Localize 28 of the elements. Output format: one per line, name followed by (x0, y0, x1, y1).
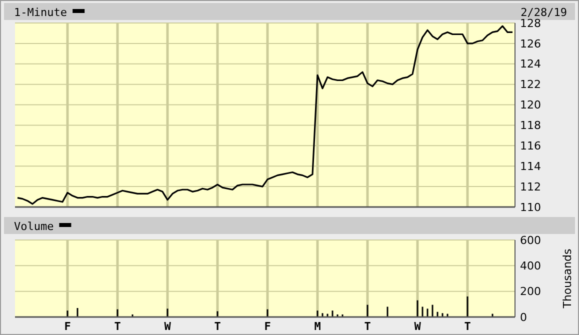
y-tick-label: 128 (520, 16, 541, 30)
y-axis-title: Thousands (561, 248, 574, 310)
y-tick-label: 120 (520, 98, 541, 112)
y-tick-label: 116 (520, 140, 541, 153)
chart-title: Volume (14, 220, 54, 233)
x-tick-label: F (264, 320, 271, 333)
x-tick-label: T (364, 320, 372, 333)
y-tick-label: 200 (520, 285, 541, 298)
y-tick-label: 118 (520, 119, 541, 132)
x-tick-label: T (464, 320, 472, 333)
x-tick-label: W (414, 320, 422, 333)
y-tick-label: 122 (520, 78, 541, 92)
y-tick-label: 114 (520, 160, 541, 173)
x-tick-label: F (64, 320, 71, 333)
x-tick-label: W (164, 320, 172, 333)
y-tick-label: 110 (520, 200, 541, 214)
line-series (16, 25, 514, 205)
y-tick-label: 124 (520, 58, 541, 71)
x-tick-label: T (114, 320, 122, 333)
x-tick-label: T (214, 320, 222, 333)
y-tick-label: 0 (520, 310, 527, 324)
y-tick-label: 112 (520, 180, 541, 194)
text: 2/28/19 (520, 6, 567, 19)
y-tick-label: 600 (520, 234, 541, 247)
y-tick-label: 126 (520, 37, 541, 50)
chart-title: 1-Minute (14, 6, 67, 19)
x-tick-label: M (314, 320, 322, 333)
y-tick-label: 400 (520, 260, 541, 273)
